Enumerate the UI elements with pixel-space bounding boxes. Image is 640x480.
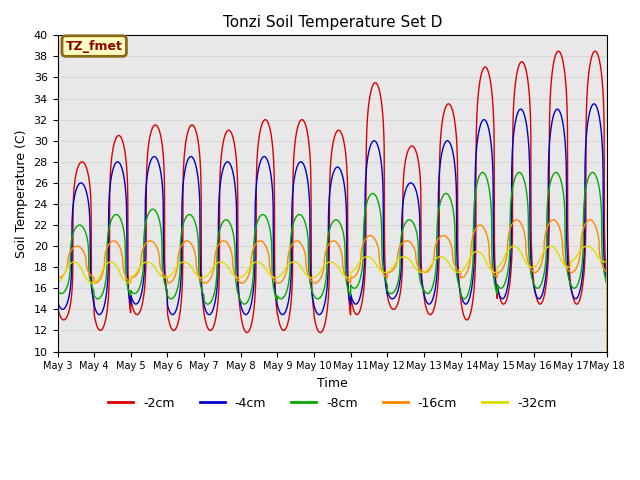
X-axis label: Time: Time — [317, 377, 348, 390]
Legend: -2cm, -4cm, -8cm, -16cm, -32cm: -2cm, -4cm, -8cm, -16cm, -32cm — [103, 392, 561, 415]
Text: TZ_fmet: TZ_fmet — [66, 39, 123, 53]
Title: Tonzi Soil Temperature Set D: Tonzi Soil Temperature Set D — [223, 15, 442, 30]
Y-axis label: Soil Temperature (C): Soil Temperature (C) — [15, 129, 28, 258]
